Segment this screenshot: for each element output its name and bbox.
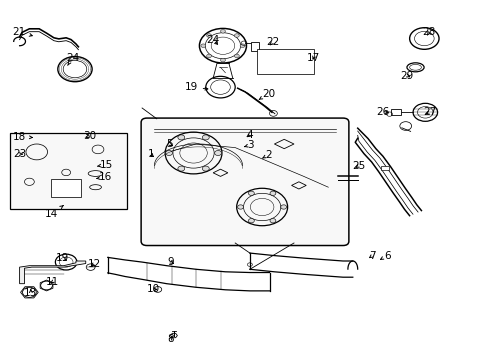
Circle shape xyxy=(270,219,276,223)
Text: 11: 11 xyxy=(46,276,60,287)
Text: 19: 19 xyxy=(184,82,208,93)
Text: 5: 5 xyxy=(166,139,173,149)
Text: 26: 26 xyxy=(376,107,390,117)
Text: 3: 3 xyxy=(245,140,254,150)
Circle shape xyxy=(178,166,185,171)
Text: 15: 15 xyxy=(98,159,114,170)
Circle shape xyxy=(215,150,221,156)
Circle shape xyxy=(207,54,212,58)
Circle shape xyxy=(220,58,225,62)
Text: 30: 30 xyxy=(83,131,96,141)
Circle shape xyxy=(270,191,276,195)
Text: 24: 24 xyxy=(66,53,79,66)
Circle shape xyxy=(248,219,254,223)
Text: 8: 8 xyxy=(167,334,174,344)
Circle shape xyxy=(202,166,209,171)
Text: 17: 17 xyxy=(307,53,320,63)
Text: 18: 18 xyxy=(13,132,32,142)
Circle shape xyxy=(178,135,185,140)
Text: 22: 22 xyxy=(266,37,279,48)
Text: 10: 10 xyxy=(147,284,159,294)
Circle shape xyxy=(166,150,172,156)
Bar xyxy=(10,133,127,209)
Circle shape xyxy=(234,34,239,37)
Circle shape xyxy=(220,30,225,33)
Text: 20: 20 xyxy=(259,89,275,99)
Bar xyxy=(381,166,389,170)
Circle shape xyxy=(281,205,287,209)
Bar xyxy=(391,109,401,115)
Text: 19: 19 xyxy=(55,253,69,264)
Circle shape xyxy=(248,191,254,195)
Text: 29: 29 xyxy=(400,71,414,81)
Text: 4: 4 xyxy=(246,130,253,140)
Text: 16: 16 xyxy=(97,172,113,182)
Text: 25: 25 xyxy=(352,161,366,171)
Bar xyxy=(257,49,314,74)
Circle shape xyxy=(201,44,206,48)
Text: 23: 23 xyxy=(13,149,26,159)
Bar xyxy=(51,179,81,197)
Circle shape xyxy=(207,34,212,37)
Text: 13: 13 xyxy=(24,288,38,298)
Text: 14: 14 xyxy=(45,206,63,219)
Text: 6: 6 xyxy=(381,251,391,261)
Circle shape xyxy=(240,44,245,48)
Text: 1: 1 xyxy=(147,149,154,159)
Text: 21: 21 xyxy=(12,27,32,37)
Text: 27: 27 xyxy=(423,107,437,117)
Text: 9: 9 xyxy=(167,257,174,267)
Text: 28: 28 xyxy=(422,27,436,37)
Polygon shape xyxy=(20,261,86,284)
Circle shape xyxy=(238,205,244,209)
Text: 12: 12 xyxy=(87,259,101,269)
Text: 2: 2 xyxy=(263,150,272,160)
FancyBboxPatch shape xyxy=(141,118,349,246)
Circle shape xyxy=(234,54,239,58)
Text: 7: 7 xyxy=(369,251,376,261)
Bar xyxy=(251,42,259,51)
Text: 24: 24 xyxy=(206,35,220,45)
Circle shape xyxy=(202,135,209,140)
